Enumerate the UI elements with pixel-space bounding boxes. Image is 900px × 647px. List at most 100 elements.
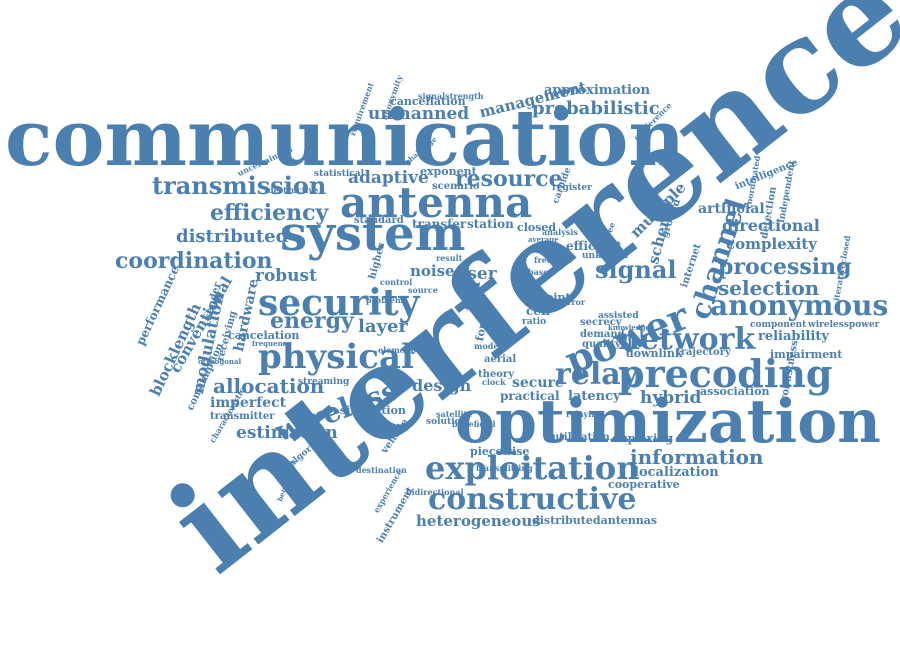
cloud-word: practical [500, 389, 560, 403]
cloud-word: wirelesspower [808, 320, 880, 330]
cloud-word: error [562, 297, 586, 307]
cloud-word: solution [426, 417, 468, 427]
cloud-word: hybrid [640, 388, 702, 408]
cloud-word: layer [358, 316, 408, 337]
cloud-word: transmitting [476, 463, 533, 473]
cloud-word: scenario [432, 181, 480, 192]
cloud-word: simulation [340, 404, 406, 417]
cloud-word: analysis [542, 227, 578, 237]
cloud-word: adaptive [348, 168, 429, 188]
cloud-word: assisted [598, 311, 639, 321]
cloud-word: base [528, 267, 549, 277]
cloud-word: demand [580, 329, 625, 340]
cloud-word: ratio [522, 317, 547, 327]
cloud-word: cancellation [390, 95, 466, 108]
cloud-word: problem [366, 295, 404, 305]
cloud-word: duplexing [612, 432, 673, 445]
cloud-word: approximation [544, 83, 651, 98]
cloud-word: beneficial [452, 419, 496, 429]
cloud-word: cell [526, 304, 551, 318]
cloud-word: anonymous [710, 289, 889, 322]
cloud-word: exponent [420, 165, 477, 178]
cloud-word: control [380, 277, 413, 287]
cloud-word: result [436, 253, 463, 263]
cloud-word: bidirectional [406, 487, 464, 497]
cloud-word: optimization [455, 387, 881, 457]
cloud-word: cooperative [608, 478, 680, 491]
cloud-word: complexity [726, 235, 818, 253]
cloud-word: efficient [566, 239, 622, 253]
cloud-word: reliability [758, 329, 829, 344]
cloud-word: transmitter [210, 411, 275, 422]
cloud-word: element [378, 345, 415, 355]
cloud-word: cancelation [228, 329, 300, 342]
cloud-word: precoding [618, 351, 833, 396]
cloud-word: noise [410, 262, 455, 280]
cloud-word: security [258, 282, 420, 324]
cloud-word: selection [718, 276, 820, 300]
cloud-word: average [528, 235, 559, 244]
cloud-word: transmission [152, 171, 327, 200]
cloud-word: design [412, 376, 472, 395]
cloud-word: unmanned [368, 104, 470, 124]
cloud-word: knowledge [608, 323, 650, 332]
cloud-word: constructive [428, 482, 637, 517]
cloud-word: destination [356, 465, 407, 475]
cloud-word: impairment [770, 348, 843, 361]
cloud-word: probabilistic [532, 98, 660, 119]
cloud-word: imperfect [210, 395, 287, 411]
cloud-word: coordination [115, 248, 273, 274]
cloud-word: information [630, 445, 764, 469]
cloud-word: statistical [314, 169, 365, 179]
cloud-word: efficiency [210, 200, 329, 226]
cloud-word: satellite [436, 409, 473, 419]
cloud-word: exploitation [425, 449, 640, 487]
cloud-word: antenna [340, 178, 533, 227]
cloud-word: closed [517, 221, 557, 234]
cloud-word: secrecy [580, 317, 622, 328]
cloud-word: frequency [252, 339, 292, 348]
cloud-word: theory [478, 369, 515, 380]
cloud-word: secure [512, 375, 564, 391]
cloud-word: artificial [698, 201, 765, 217]
cloud-word: signal [595, 255, 677, 284]
cloud-word: utilization [552, 432, 610, 443]
cloud-word: relay [555, 357, 639, 392]
cloud-word: system [280, 206, 466, 262]
cloud-word: distributed [176, 226, 289, 247]
cloud-word: joint [542, 291, 571, 304]
cloud-word: processing [718, 254, 852, 280]
cloud-word: freedom [534, 255, 572, 265]
cloud-word: destructive [268, 185, 319, 195]
cloud-word: register [552, 183, 592, 193]
cloud-word: source [408, 285, 438, 295]
cloud-word: allocation [213, 374, 325, 398]
cloud-word: transfer [412, 217, 467, 231]
cloud-word: mode [474, 341, 499, 351]
cloud-word: energy [270, 308, 354, 334]
cloud-word: communication [5, 93, 686, 184]
cloud-word: standard [354, 215, 404, 226]
cloud-word: trajectory [676, 347, 731, 358]
cloud-word: estimation [236, 423, 338, 443]
cloud-word: latency [568, 389, 621, 404]
cloud-word: unknown [582, 251, 629, 261]
cloud-word: streaming [298, 377, 350, 387]
cloud-word: aerial [484, 354, 517, 365]
cloud-word: orthogonal [198, 357, 242, 366]
cloud-word: robust [255, 266, 317, 286]
cloud-word: clock [482, 377, 506, 387]
cloud-word: localization [634, 465, 719, 480]
cloud-word: piecewise [470, 445, 530, 458]
cloud-word: distributedantennas [532, 514, 658, 527]
cloud-word: station [467, 217, 514, 231]
cloud-word: signalstrength [418, 91, 484, 101]
cloud-word: downlink [626, 347, 683, 360]
cloud-word: network [618, 322, 756, 357]
cloud-word: relaying [566, 409, 603, 419]
cloud-word: resource [455, 166, 563, 192]
cloud-word: user [455, 264, 497, 284]
cloud-word: association [700, 385, 770, 398]
cloud-word: quality [582, 339, 621, 350]
